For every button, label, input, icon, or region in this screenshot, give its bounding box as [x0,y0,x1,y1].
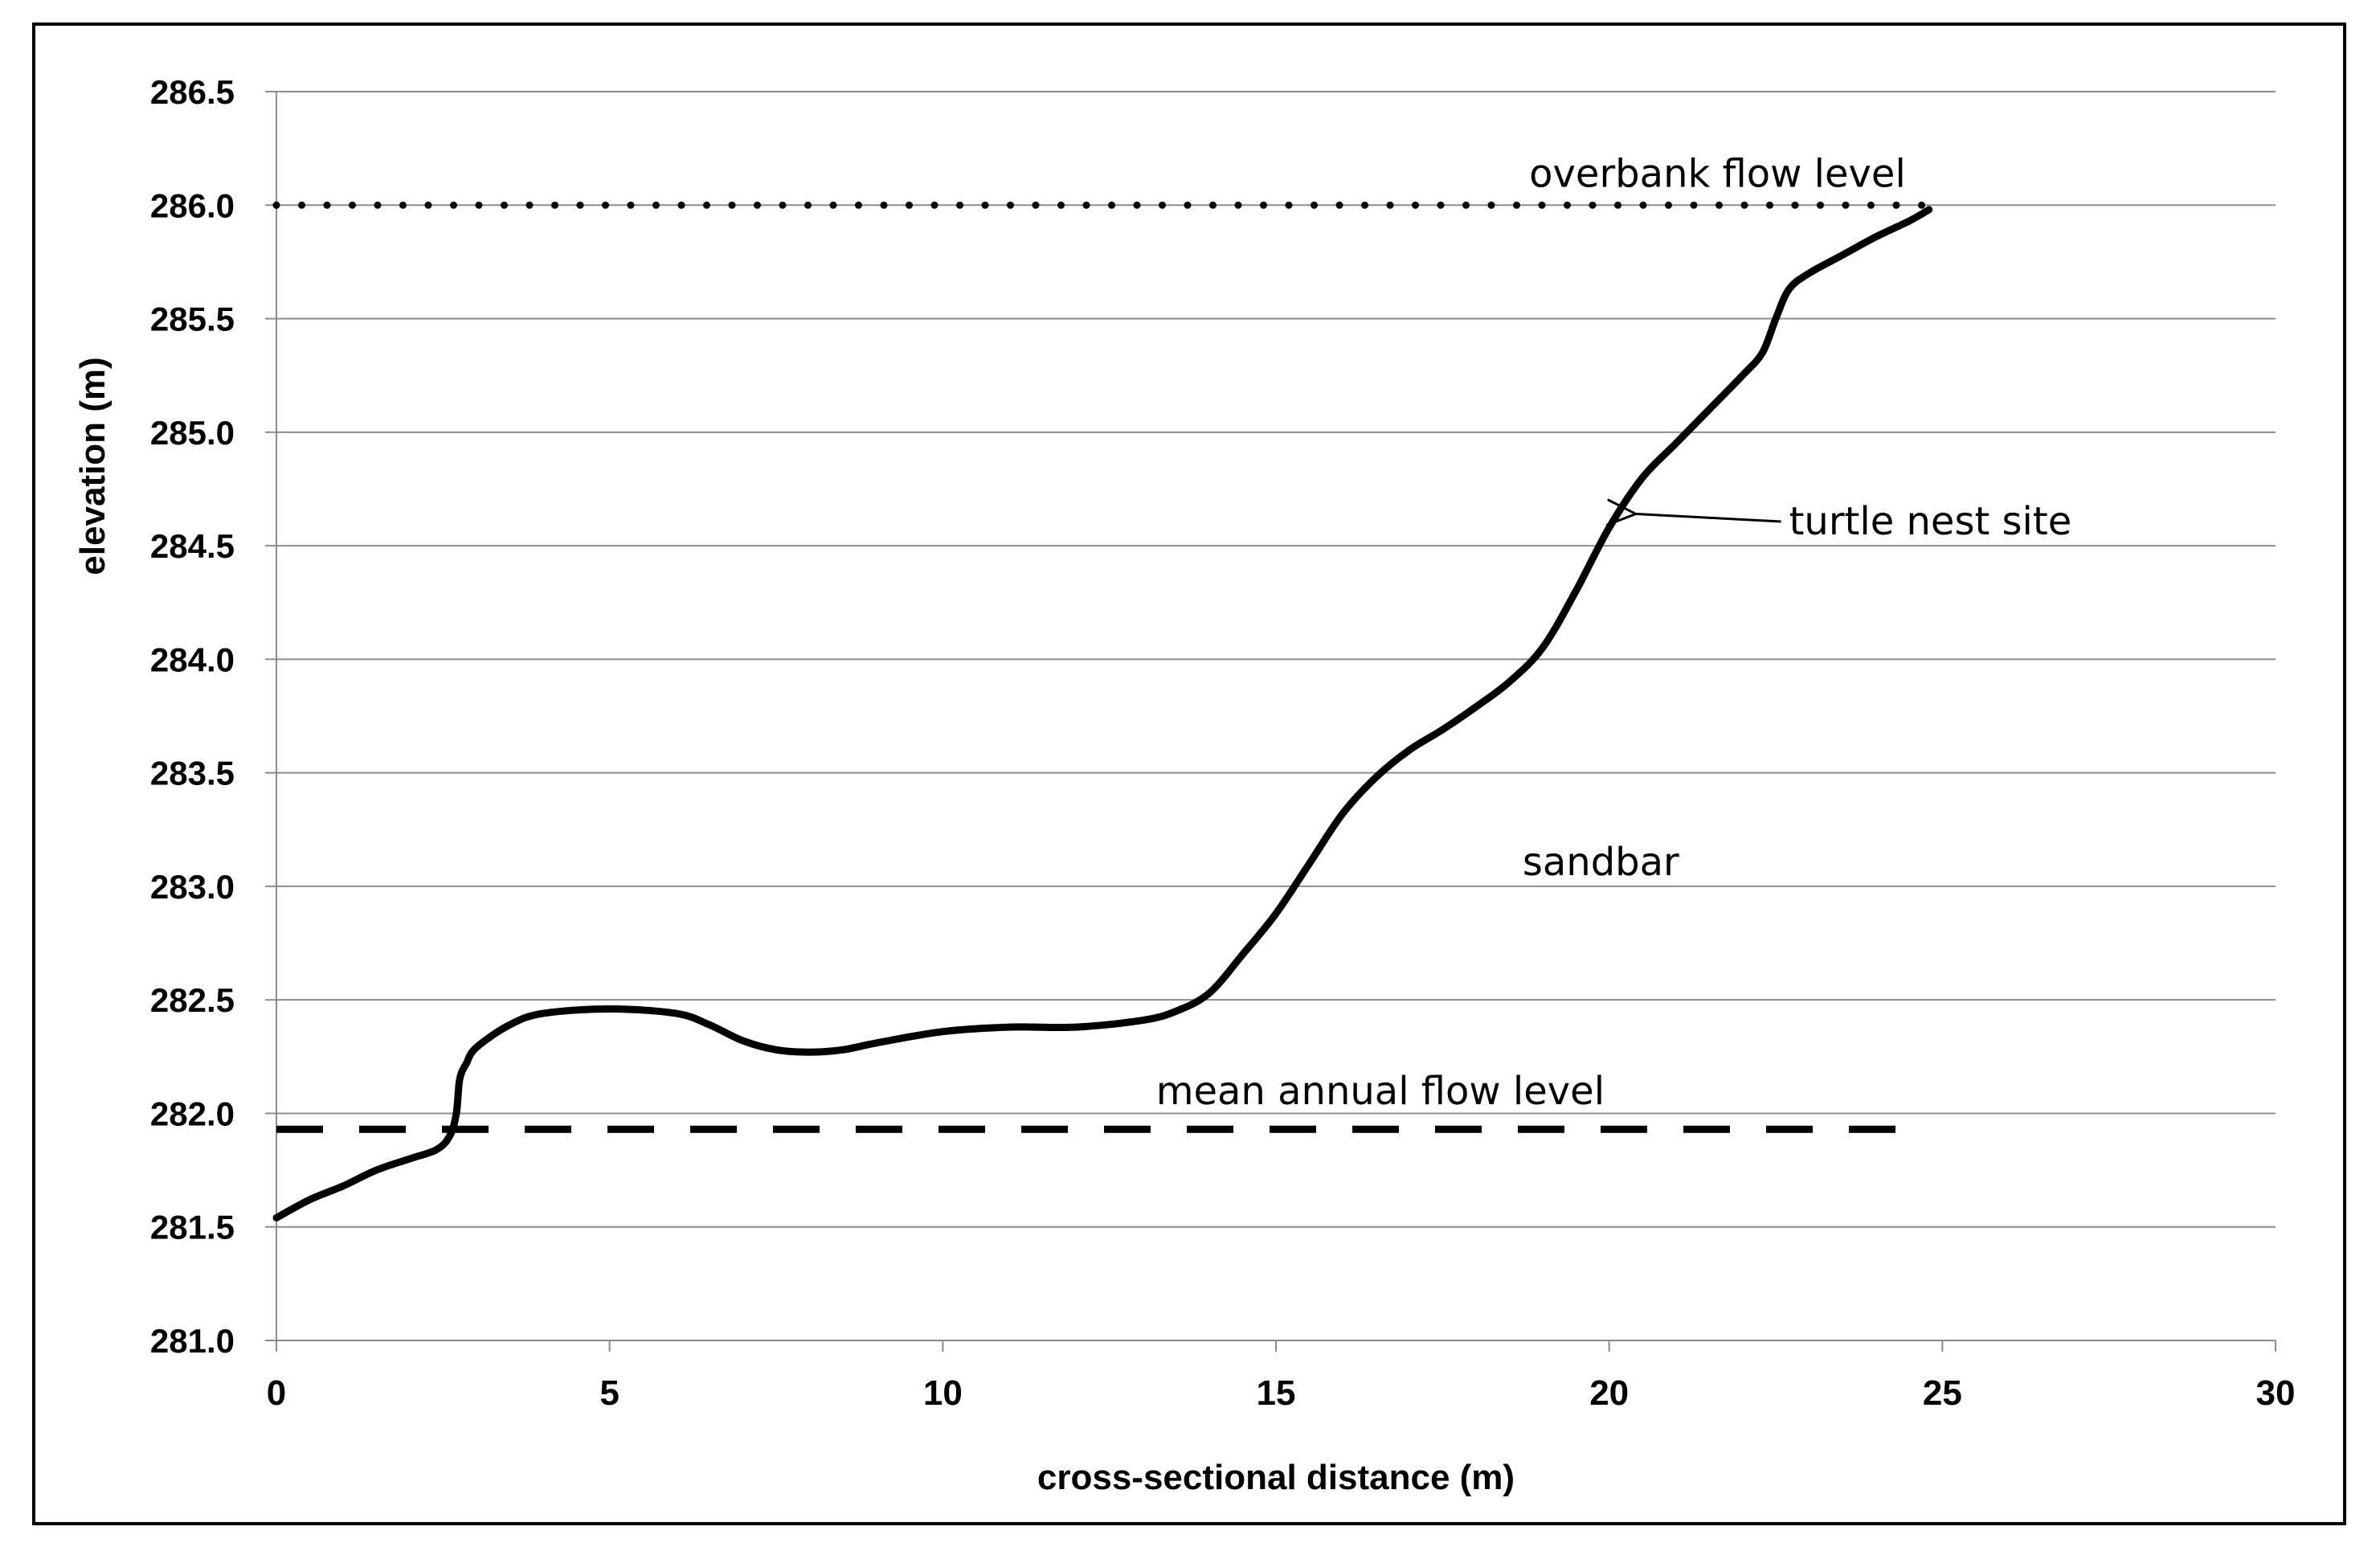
x-tick-label: 20 [1589,1373,1629,1413]
y-tick-label: 286.0 [150,186,235,224]
y-tick-label: 281.5 [150,1209,235,1246]
x-tick-label: 15 [1257,1373,1296,1413]
mean-annual-flow-level-label: mean annual flow level [1156,1069,1605,1114]
y-tick-label: 285.0 [150,414,235,452]
y-tick-label: 286.5 [150,73,235,111]
y-tick-label: 283.5 [150,755,235,792]
y-tick-label: 283.0 [150,868,235,906]
y-tick-label: 281.0 [150,1322,235,1360]
x-tick-label: 5 [599,1373,619,1413]
y-axis-title: elevation (m) [73,357,112,575]
series-layer [272,201,1933,1222]
x-tick-label: 25 [1923,1373,1962,1413]
x-tick-label: 0 [267,1373,286,1413]
y-tick-label: 284.0 [150,640,235,678]
cross-section-profile-line [272,206,1933,1222]
y-tick-label: 282.0 [150,1095,235,1132]
sandbar-label: sandbar [1523,840,1679,885]
grid-layer [276,91,2276,1228]
overbank-flow-level-label: overbank flow level [1529,152,1906,197]
x-axis-title: cross-sectional distance (m) [1037,1458,1515,1497]
y-tick-label: 285.5 [150,301,235,338]
axis-layer: 281.0 281.5 282.0 282.5 283.0 283.5 284.0 284.5… [150,73,2296,1413]
x-tick-label: 10 [923,1373,963,1413]
turtle-nest-site-label: turtle nest site [1789,499,2072,544]
y-tick-label: 282.5 [150,981,235,1019]
x-tick-label: 30 [2256,1373,2296,1413]
annotation-layer: overbank flow level turtle nest site sandb… [1156,152,2072,1114]
chart-frame [32,23,2346,1525]
y-tick-label: 284.5 [150,527,235,565]
turtle-nest-arrow [1636,514,1781,522]
